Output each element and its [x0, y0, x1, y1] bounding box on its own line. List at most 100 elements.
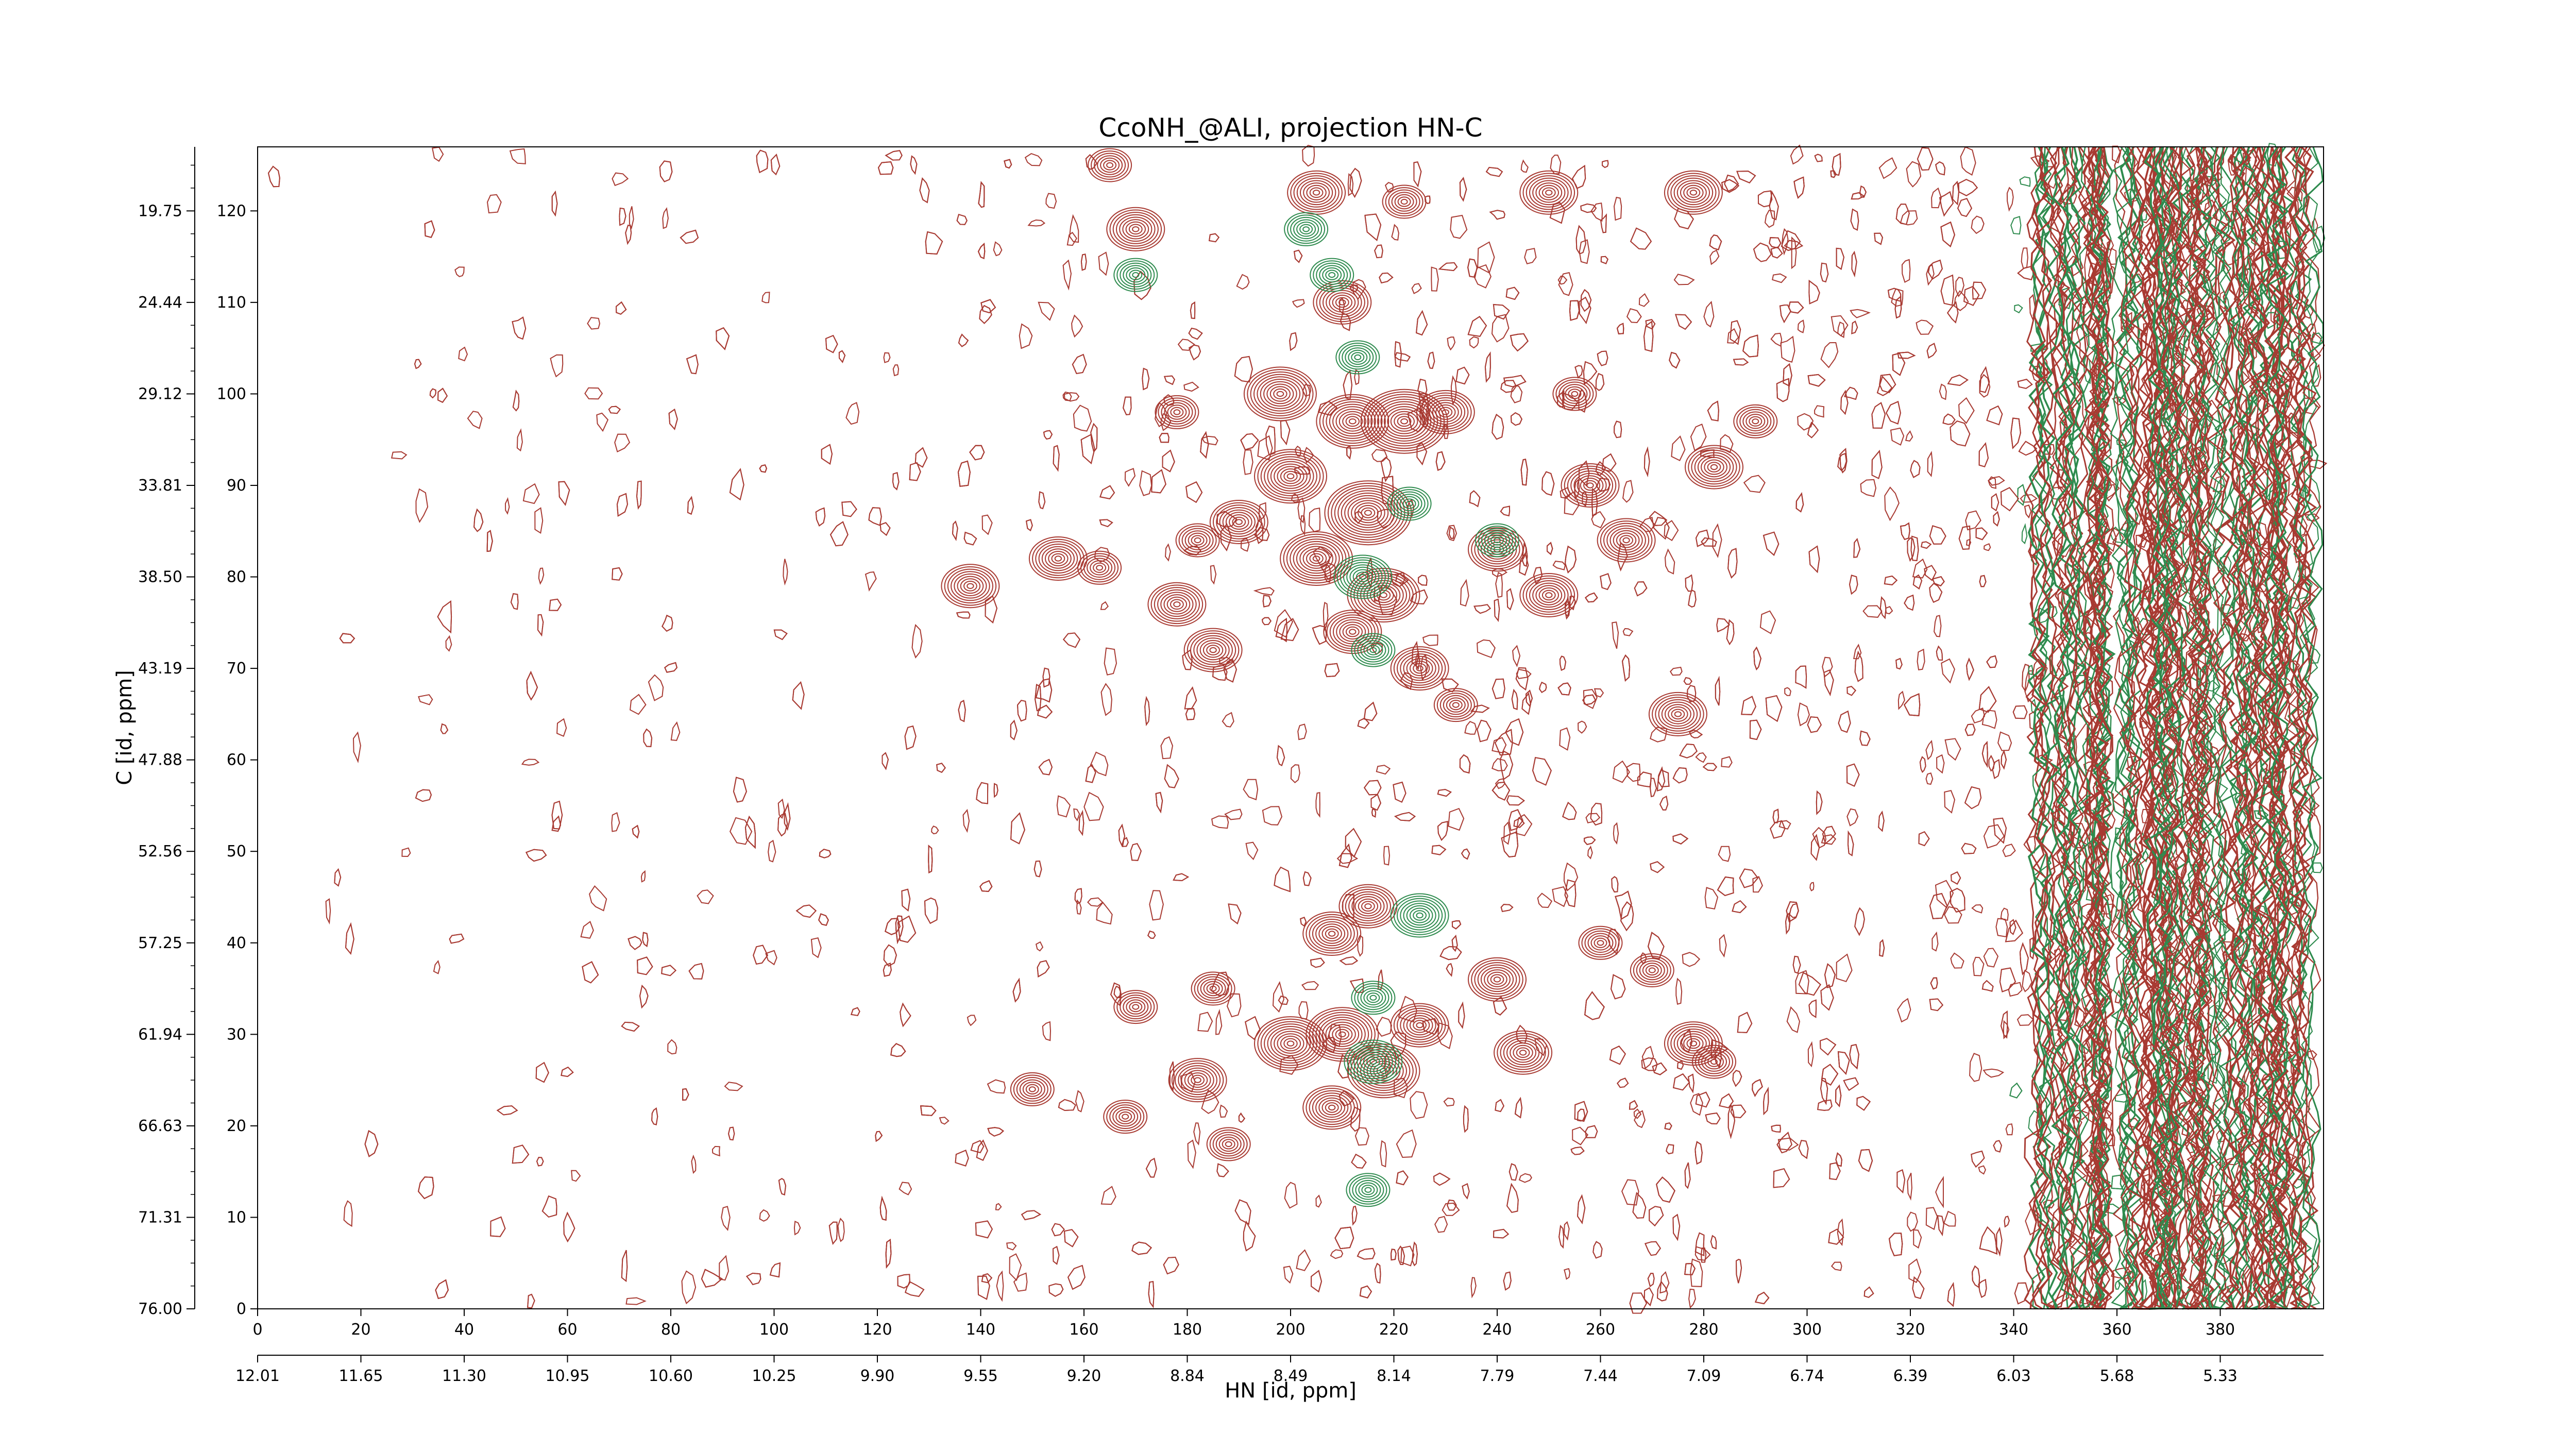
x-ppm-tick-label: 8.84 [1170, 1367, 1205, 1385]
contour-peak [1302, 1085, 1362, 1130]
peak-contours [941, 148, 1778, 1207]
plot-frame [257, 146, 2324, 1309]
x-tick-label: 180 [1173, 1321, 1202, 1339]
x-tick-label: 340 [1999, 1321, 2028, 1339]
x-tick-label: 0 [252, 1321, 262, 1339]
contour-peak [1155, 395, 1199, 429]
y-ppm-tick-label: 24.44 [138, 294, 182, 312]
x-ppm-tick-label: 5.68 [2100, 1367, 2134, 1385]
x-axis-ppm: 12.01 11.65 11.30 10.95 10.60 10.25 9.90 9.55 9.… [235, 1355, 2324, 1385]
x-ppm-tick-label: 11.65 [339, 1367, 383, 1385]
contour-peak [1475, 523, 1519, 558]
x-axis-points: 0 20 40 60 80 100 120 140 160 180 200 220 240 260 280 3… [252, 1309, 2235, 1339]
contour-peak [1347, 568, 1420, 622]
contour-peak [1302, 912, 1362, 956]
x-tick-label: 120 [862, 1321, 892, 1339]
x-ppm-tick-label: 6.03 [1996, 1367, 2031, 1385]
contour-peak [1310, 258, 1354, 292]
contour-peak [1390, 1003, 1449, 1048]
contour-peak [941, 564, 1000, 609]
x-tick-label: 260 [1586, 1321, 1615, 1339]
y-ppm-tick-label: 47.88 [138, 751, 182, 769]
x-tick-label: 100 [759, 1321, 789, 1339]
y-tick-label: 90 [227, 477, 246, 495]
x-ppm-tick-label: 9.90 [860, 1367, 895, 1385]
y-ppm-tick-label: 57.25 [138, 934, 182, 952]
chart-title: CcoNH_@ALI, projection HN-C [1098, 113, 1482, 143]
contour-peak [1390, 893, 1449, 938]
y-tick-label: 110 [217, 294, 246, 312]
contour-peak [1338, 884, 1398, 929]
y-tick-label: 0 [236, 1300, 246, 1318]
noise-contours [267, 143, 2328, 1314]
y-ppm-tick-label: 66.63 [138, 1117, 182, 1135]
x-ppm-tick-label: 11.30 [442, 1367, 486, 1385]
y-ppm-tick-label: 33.81 [138, 477, 182, 495]
contour-peak [1344, 1039, 1403, 1084]
contour-peak [1028, 536, 1088, 581]
contour-peak [1103, 1100, 1148, 1134]
contour-peak [1168, 1058, 1227, 1103]
x-ppm-tick-label: 6.74 [1790, 1367, 1824, 1385]
contour-peak [1494, 1030, 1553, 1075]
contour-peak [1113, 258, 1158, 292]
contour-peak [1351, 981, 1396, 1015]
x-tick-label: 160 [1069, 1321, 1098, 1339]
contour-peak [1287, 170, 1346, 215]
x-ppm-tick-label: 7.09 [1687, 1367, 1721, 1385]
contour-peak [1664, 1021, 1723, 1066]
contour-peak [1175, 523, 1220, 558]
contour-peak [1088, 148, 1132, 182]
x-ppm-tick-label: 10.25 [752, 1367, 796, 1385]
y-tick-label: 20 [227, 1117, 246, 1135]
contour-peak [1077, 550, 1122, 585]
x-tick-label: 200 [1276, 1321, 1305, 1339]
x-tick-label: 20 [351, 1321, 370, 1339]
contour-peak [1209, 500, 1268, 544]
contour-peak [1648, 692, 1707, 736]
x-ppm-tick-label: 6.39 [1893, 1367, 1928, 1385]
x-tick-label: 140 [966, 1321, 995, 1339]
contour-peak [1254, 1016, 1327, 1071]
y-tick-label: 40 [227, 934, 246, 952]
contour-peak [1206, 1127, 1251, 1161]
x-ppm-tick-label: 9.55 [963, 1367, 998, 1385]
contour-peak [1416, 390, 1475, 434]
y-tick-label: 30 [227, 1025, 246, 1043]
y-ppm-tick-label: 76.00 [138, 1300, 182, 1318]
x-ppm-tick-label: 7.44 [1583, 1367, 1618, 1385]
contour-peak [1280, 531, 1353, 586]
contour-peak [1433, 688, 1478, 722]
y-tick-label: 50 [227, 843, 246, 861]
contour-peak [1351, 633, 1396, 667]
x-ppm-tick-label: 7.79 [1480, 1367, 1515, 1385]
y-tick-label: 120 [217, 202, 246, 220]
y-tick-label: 80 [227, 568, 246, 586]
x-ppm-tick-label: 5.33 [2203, 1367, 2238, 1385]
contour-peak [1468, 957, 1527, 1002]
contour-peak [1382, 184, 1427, 219]
contour-peak [1519, 170, 1579, 215]
contour-peak [1113, 990, 1158, 1024]
y-tick-label: 10 [227, 1208, 246, 1226]
y-ppm-tick-label: 29.12 [138, 385, 182, 403]
x-axis-title: HN [id, ppm] [1225, 1379, 1357, 1403]
x-tick-label: 280 [1689, 1321, 1718, 1339]
contour-peak [1630, 953, 1674, 987]
y-axis-title: C [id, ppm] [113, 670, 137, 785]
contour-peak [1191, 971, 1235, 1006]
x-ppm-tick-label: 8.14 [1377, 1367, 1411, 1385]
contour-peak [1597, 518, 1656, 563]
x-tick-label: 220 [1379, 1321, 1409, 1339]
contour-peak [1685, 445, 1743, 490]
x-tick-label: 380 [2206, 1321, 2235, 1339]
y-ppm-tick-label: 52.56 [138, 843, 182, 861]
contour-peak [1147, 582, 1207, 627]
x-ppm-tick-label: 12.01 [235, 1367, 280, 1385]
contour-peak [1552, 377, 1597, 411]
contour-peak [1387, 486, 1432, 521]
contour-peak [1106, 207, 1165, 251]
contour-peak [1335, 340, 1380, 375]
x-ppm-tick-label: 8.49 [1274, 1367, 1308, 1385]
